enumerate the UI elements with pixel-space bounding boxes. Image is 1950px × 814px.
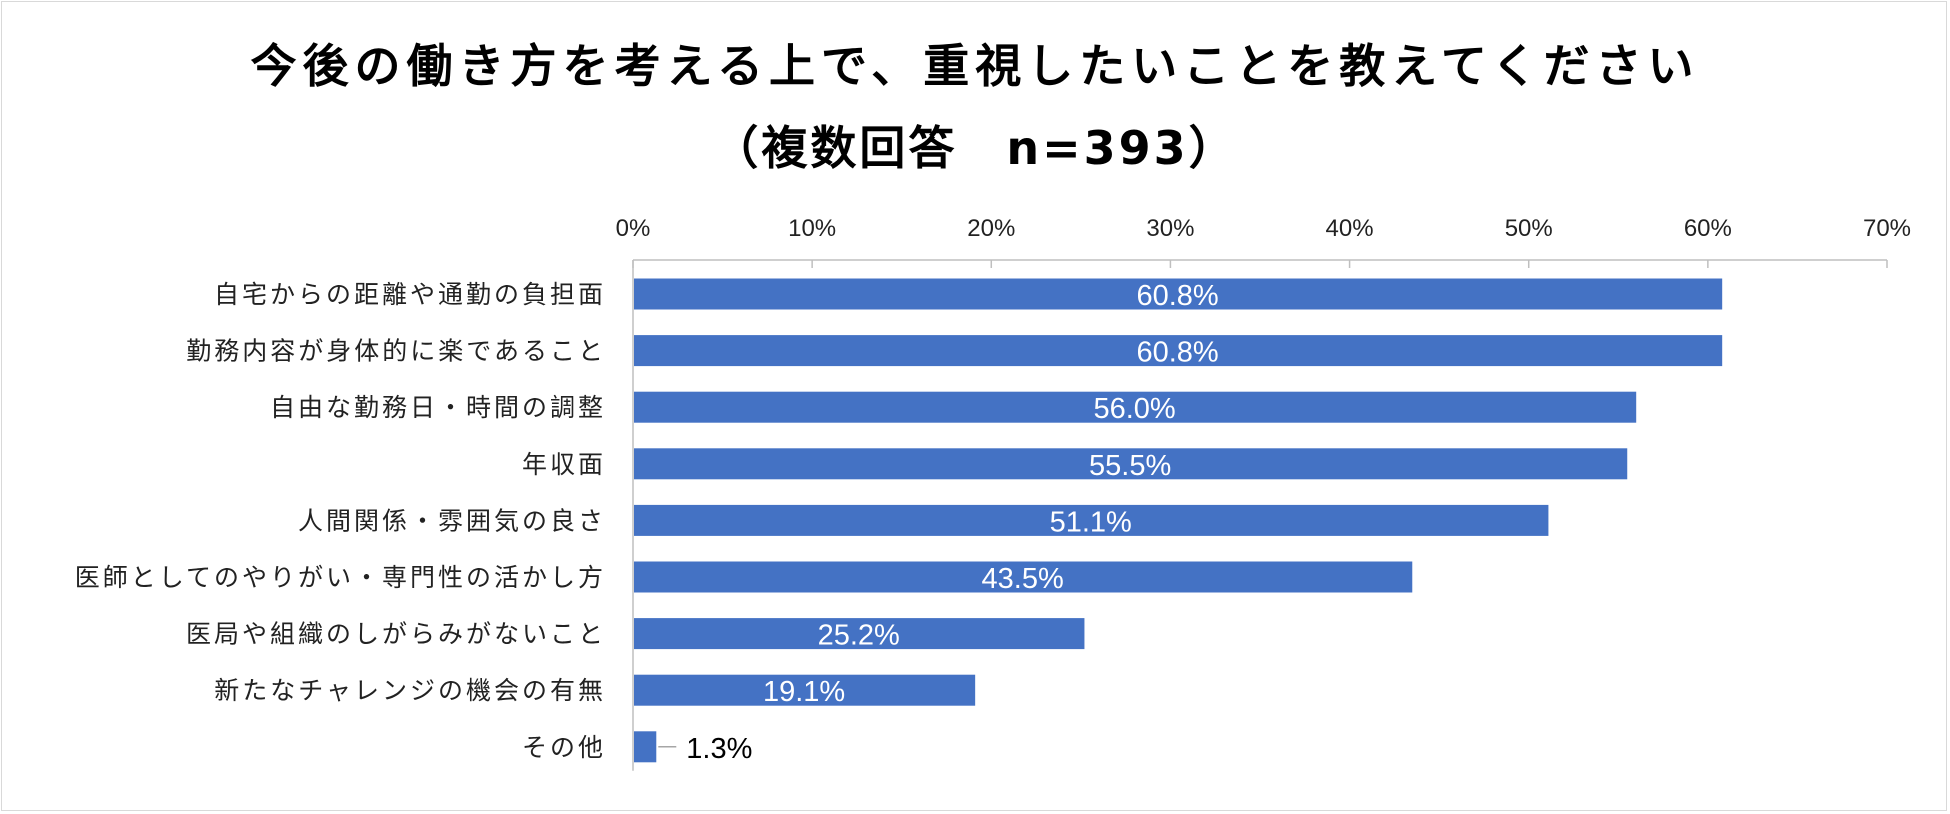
x-tick-label: 60% [1684, 215, 1732, 242]
x-tick-label: 10% [788, 215, 836, 242]
x-tick-label: 30% [1146, 215, 1194, 242]
category-label: 新たなチャレンジの機会の有無 [214, 676, 606, 705]
data-label: 43.5% [982, 563, 1064, 595]
chart-title: 今後の働き方を考える上で、重視したいことを教えてください [250, 39, 1700, 93]
bar [634, 561, 1413, 593]
category-label: 年収面 [522, 450, 606, 479]
bar [634, 278, 1723, 310]
chart-subtitle: （複数回答 n=393） [712, 121, 1238, 175]
x-tick-label: 50% [1505, 215, 1553, 242]
bar [634, 504, 1549, 536]
data-label: 19.1% [763, 676, 845, 708]
category-label: 自由な勤務日・時間の調整 [270, 393, 606, 422]
data-label: 60.8% [1136, 280, 1218, 312]
data-label: 1.3% [686, 733, 752, 765]
x-tick-label: 40% [1326, 215, 1374, 242]
x-tick-label: 0% [616, 215, 651, 242]
data-label: 56.0% [1093, 393, 1175, 425]
bar [634, 335, 1723, 367]
data-label: 60.8% [1136, 337, 1218, 369]
bar [634, 391, 1637, 423]
category-label: 勤務内容が身体的に楽であること [186, 337, 606, 366]
category-label: 医局や組織のしがらみがないこと [186, 620, 606, 649]
bar [634, 731, 657, 763]
x-tick-label: 20% [967, 215, 1015, 242]
bar [634, 448, 1628, 480]
category-label: その他 [522, 733, 606, 762]
category-label: 人間関係・雰囲気の良さ [298, 506, 606, 535]
bar [634, 674, 976, 706]
data-label: 25.2% [818, 620, 900, 652]
x-tick-label: 70% [1863, 215, 1911, 242]
bar [634, 618, 1085, 650]
data-label: 51.1% [1050, 506, 1132, 538]
data-label: 55.5% [1089, 450, 1171, 482]
category-label: 医師としてのやりがい・専門性の活かし方 [75, 563, 606, 592]
category-label: 自宅からの距離や通勤の負担面 [214, 280, 606, 309]
